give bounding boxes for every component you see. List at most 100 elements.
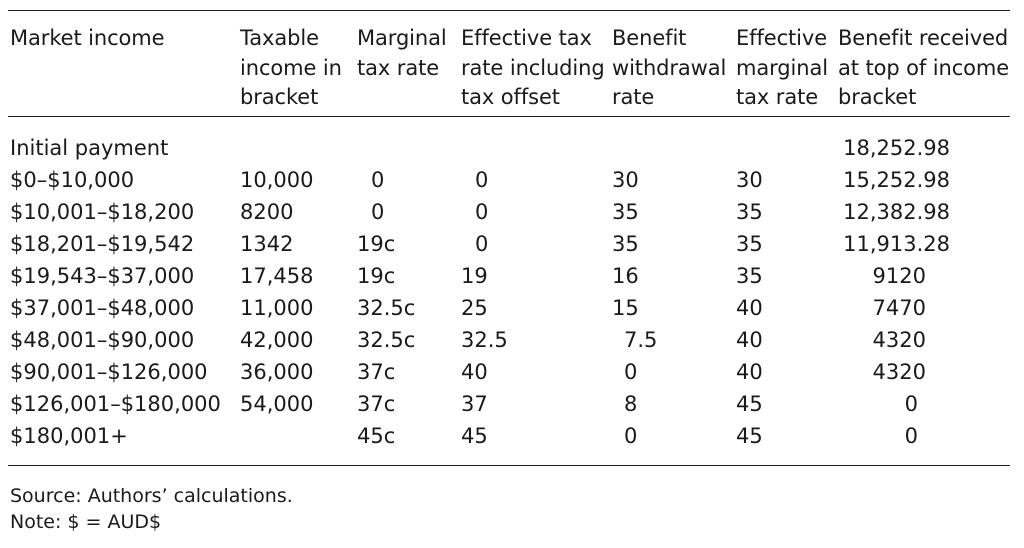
table-row: $48,001–$90,000 42,000 32.5c 32.5 7.5 40… xyxy=(0,324,1024,356)
cell-marginal-tax-rate: 45c xyxy=(357,424,396,448)
cell-benefit-received: 18,252.98 xyxy=(843,136,950,160)
cell-marginal-tax-rate: 37c xyxy=(357,392,396,416)
cell-taxable-income: 8200 xyxy=(240,200,294,224)
cell-effective-tax-rate: 40 xyxy=(461,360,488,384)
table-row: $19,543–$37,000 17,458 19c 19 16 35 9120 xyxy=(0,260,1024,292)
cell-benefit-withdrawal-rate: 0 xyxy=(624,360,638,384)
header-rule xyxy=(8,116,1010,117)
cell-benefit-withdrawal-rate: 35 xyxy=(612,200,639,224)
cell-effective-tax-rate: 37 xyxy=(461,392,488,416)
cell-effective-marginal-tax-rate: 45 xyxy=(736,392,763,416)
cell-taxable-income: 10,000 xyxy=(240,168,314,192)
cell-taxable-income: 11,000 xyxy=(240,296,314,320)
table-row: $180,001+ 45c 45 0 45 0 xyxy=(0,420,1024,452)
cell-marginal-tax-rate: 0 xyxy=(371,200,385,224)
header-benefit-received: Benefit received at top of income bracke… xyxy=(838,24,1009,113)
header-benefit-withdrawal-rate: Benefit withdrawal rate xyxy=(612,24,726,113)
header-line: tax rate xyxy=(736,85,819,109)
cell-benefit-received: 0 xyxy=(904,424,918,448)
cell-marginal-tax-rate: 0 xyxy=(371,168,385,192)
cell-effective-marginal-tax-rate: 40 xyxy=(736,328,763,352)
header-line: rate xyxy=(612,85,655,109)
cell-benefit-withdrawal-rate: 30 xyxy=(612,168,639,192)
header-marginal-tax-rate: Marginal tax rate xyxy=(357,24,447,83)
cell-effective-tax-rate: 25 xyxy=(461,296,488,320)
cell-market-income: $19,543–$37,000 xyxy=(10,264,195,288)
cell-taxable-income: 1342 xyxy=(240,232,294,256)
currency-note: Note: $ = AUD$ xyxy=(10,511,162,533)
cell-marginal-tax-rate: 37c xyxy=(357,360,396,384)
table-row: $0–$10,000 10,000 0 0 30 30 15,252.98 xyxy=(0,164,1024,196)
cell-taxable-income: 54,000 xyxy=(240,392,314,416)
cell-effective-tax-rate: 19 xyxy=(461,264,488,288)
cell-effective-marginal-tax-rate: 35 xyxy=(736,232,763,256)
header-line: tax rate xyxy=(357,55,440,80)
bottom-rule xyxy=(8,465,1010,466)
cell-effective-marginal-tax-rate: 45 xyxy=(736,424,763,448)
header-line: bracket xyxy=(240,85,319,109)
cell-taxable-income: 36,000 xyxy=(240,360,314,384)
header-line: withdrawal xyxy=(612,55,727,80)
header-line: bracket xyxy=(838,85,917,109)
header-taxable-income: Taxable income in bracket xyxy=(240,24,342,113)
header-line: Marginal xyxy=(357,26,447,50)
cell-market-income: Initial payment xyxy=(10,136,169,160)
cell-market-income: $10,001–$18,200 xyxy=(10,200,195,224)
header-line: Effective tax xyxy=(461,26,592,50)
cell-taxable-income: 17,458 xyxy=(240,264,314,288)
table-row: $18,201–$19,542 1342 19c 0 35 35 11,913.… xyxy=(0,228,1024,260)
header-line: Effective xyxy=(736,26,828,50)
header-effective-tax-rate: Effective tax rate including tax offset xyxy=(461,24,605,113)
header-line: tax offset xyxy=(461,85,560,109)
cell-marginal-tax-rate: 19c xyxy=(357,264,396,288)
header-line: Market income xyxy=(10,26,165,50)
cell-benefit-withdrawal-rate: 0 xyxy=(624,424,638,448)
table-row: $126,001–$180,000 54,000 37c 37 8 45 0 xyxy=(0,388,1024,420)
cell-effective-marginal-tax-rate: 30 xyxy=(736,168,763,192)
cell-market-income: $37,001–$48,000 xyxy=(10,296,195,320)
cell-marginal-tax-rate: 19c xyxy=(357,232,396,256)
cell-marginal-tax-rate: 32.5c xyxy=(357,296,416,320)
cell-benefit-received: 15,252.98 xyxy=(843,168,950,192)
cell-taxable-income: 42,000 xyxy=(240,328,314,352)
cell-market-income: $180,001+ xyxy=(10,424,128,448)
table-row: $10,001–$18,200 8200 0 0 35 35 12,382.98 xyxy=(0,196,1024,228)
cell-benefit-received: 11,913.28 xyxy=(843,232,950,256)
cell-benefit-withdrawal-rate: 15 xyxy=(612,296,639,320)
cell-benefit-received: 9120 xyxy=(872,264,926,288)
cell-benefit-received: 12,382.98 xyxy=(843,200,950,224)
cell-benefit-withdrawal-rate: 8 xyxy=(624,392,638,416)
cell-effective-tax-rate: 0 xyxy=(475,232,489,256)
header-market-income: Market income xyxy=(10,24,165,54)
cell-market-income: $90,001–$126,000 xyxy=(10,360,208,384)
cell-marginal-tax-rate: 32.5c xyxy=(357,328,416,352)
cell-effective-tax-rate: 32.5 xyxy=(461,328,508,352)
cell-effective-marginal-tax-rate: 35 xyxy=(736,200,763,224)
table-row: Initial payment 18,252.98 xyxy=(0,132,1024,164)
cell-benefit-withdrawal-rate: 16 xyxy=(612,264,639,288)
cell-market-income: $126,001–$180,000 xyxy=(10,392,221,416)
cell-effective-tax-rate: 0 xyxy=(475,168,489,192)
header-line: Benefit xyxy=(612,26,687,50)
cell-effective-marginal-tax-rate: 40 xyxy=(736,360,763,384)
table-row: $90,001–$126,000 36,000 37c 40 0 40 4320 xyxy=(0,356,1024,388)
cell-benefit-withdrawal-rate: 35 xyxy=(612,232,639,256)
cell-benefit-withdrawal-rate: 7.5 xyxy=(624,328,658,352)
cell-benefit-received: 4320 xyxy=(872,360,926,384)
header-line: Benefit received xyxy=(838,26,1009,50)
cell-market-income: $48,001–$90,000 xyxy=(10,328,195,352)
header-effective-marginal-tax-rate: Effective marginal tax rate xyxy=(736,24,828,113)
source-note: Source: Authors’ calculations. xyxy=(10,485,293,507)
header-line: marginal xyxy=(736,55,828,80)
top-rule xyxy=(8,10,1010,11)
header-line: Taxable xyxy=(240,26,319,50)
header-line: at top of income xyxy=(838,55,1010,80)
header-line: rate including xyxy=(461,55,605,80)
cell-effective-marginal-tax-rate: 40 xyxy=(736,296,763,320)
cell-benefit-received: 0 xyxy=(904,392,918,416)
cell-benefit-received: 4320 xyxy=(872,328,926,352)
cell-effective-tax-rate: 45 xyxy=(461,424,488,448)
cell-effective-marginal-tax-rate: 35 xyxy=(736,264,763,288)
cell-market-income: $0–$10,000 xyxy=(10,168,135,192)
cell-benefit-received: 7470 xyxy=(872,296,926,320)
